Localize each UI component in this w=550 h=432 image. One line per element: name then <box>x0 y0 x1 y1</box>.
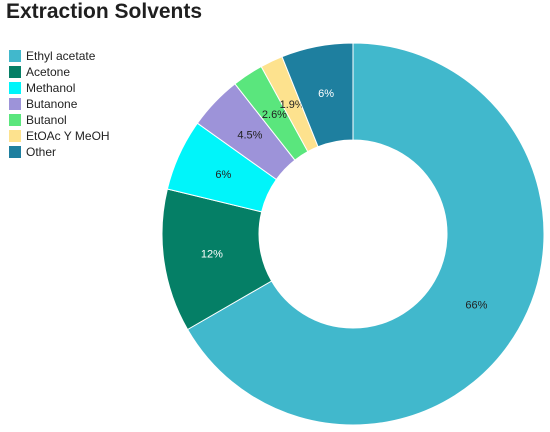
chart-legend: Ethyl acetate Acetone Methanol Butanone Buta… <box>9 48 110 160</box>
slice-label: 4.5% <box>237 130 262 142</box>
legend-label: Other <box>26 145 57 159</box>
slice-label: 66% <box>465 299 487 311</box>
legend-label: EtOAc Y MeOH <box>26 129 110 143</box>
legend-item[interactable]: Methanol <box>9 80 110 96</box>
legend-item[interactable]: Ethyl acetate <box>9 48 110 64</box>
legend-label: Butanone <box>26 97 78 111</box>
donut-slice[interactable] <box>281 42 354 148</box>
legend-item[interactable]: Acetone <box>9 64 110 80</box>
legend-swatch <box>9 146 21 158</box>
legend-label: Ethyl acetate <box>26 49 96 63</box>
legend-label: Butanol <box>26 113 67 127</box>
legend-item[interactable]: Other <box>9 144 110 160</box>
donut-slice[interactable] <box>186 42 545 426</box>
legend-item[interactable]: Butanone <box>9 96 110 112</box>
legend-item[interactable]: Butanol <box>9 112 110 128</box>
slice-label: 2.6% <box>262 109 287 121</box>
legend-item[interactable]: EtOAc Y MeOH <box>9 128 110 144</box>
legend-label: Acetone <box>26 65 71 79</box>
slice-label: 6% <box>318 88 334 100</box>
slice-label: 1.9% <box>280 99 305 111</box>
legend-label: Methanol <box>26 81 76 95</box>
legend-swatch <box>9 130 21 142</box>
legend-swatch <box>9 82 21 94</box>
chart-title: Extraction Solvents <box>6 0 203 23</box>
slice-label: 12% <box>201 248 223 260</box>
legend-swatch <box>9 114 21 126</box>
slice-label: 6% <box>215 169 231 181</box>
legend-swatch <box>9 50 21 62</box>
legend-swatch <box>9 66 21 78</box>
legend-swatch <box>9 98 21 110</box>
